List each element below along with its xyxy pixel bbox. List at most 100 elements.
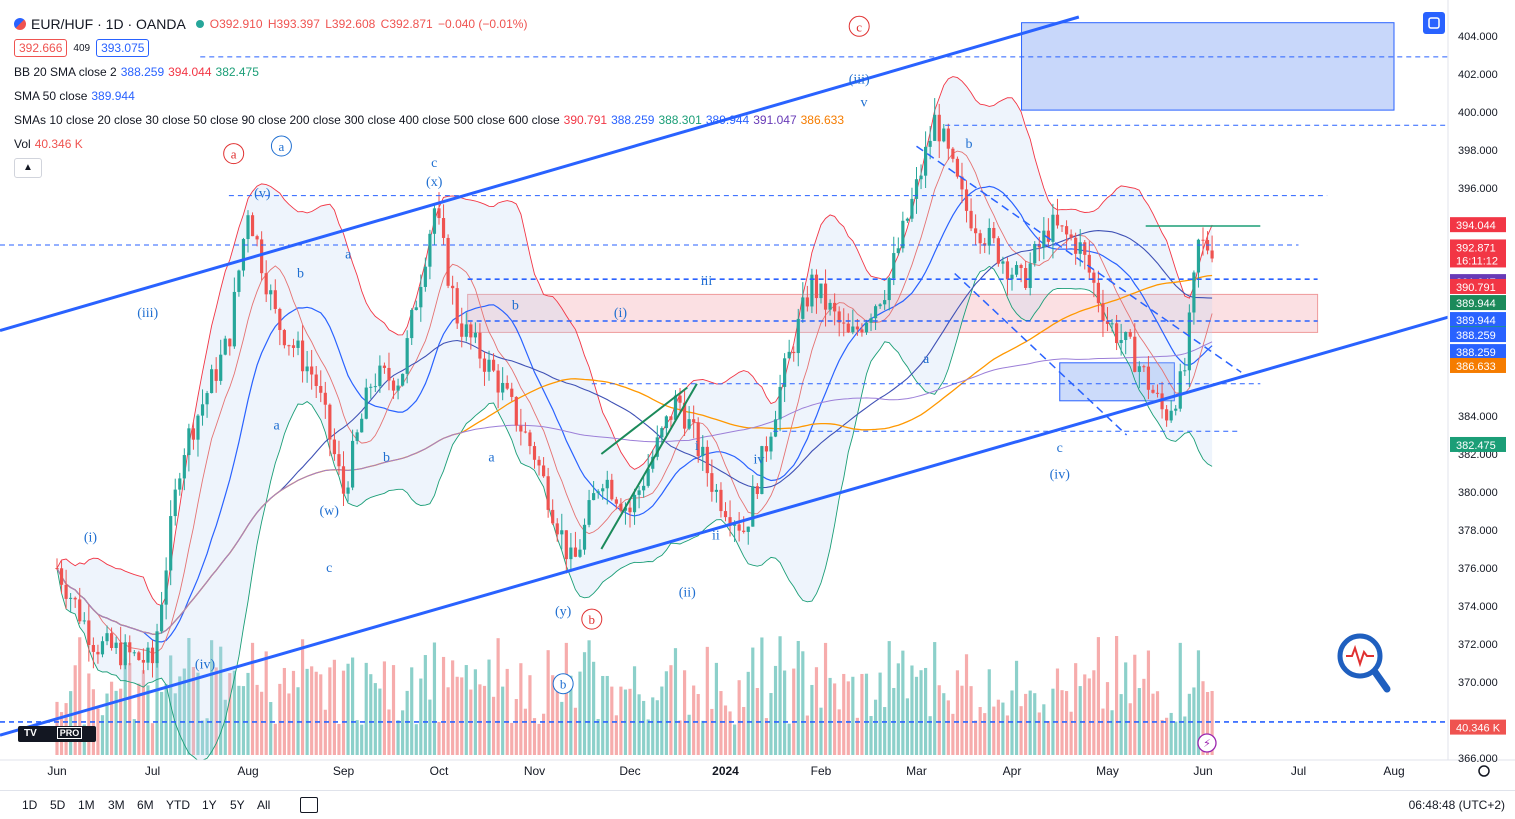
candle-body [910,198,914,219]
volume-bar [123,658,127,755]
volume-bar [510,722,514,755]
volume-bar [132,719,136,755]
sma50-label: SMA 50 close [14,89,88,103]
candle-body [924,146,928,176]
candle-body [1201,239,1205,241]
time-tick-7: 2024 [712,764,739,778]
sell-button[interactable]: 392.666 [14,39,68,57]
volume-bar [569,675,573,755]
candle-body [860,329,864,333]
range-5y-button[interactable]: 5Y [230,798,245,812]
range-6m-button[interactable]: 6M [137,798,154,812]
volume-bar [269,702,273,755]
candle-body [837,311,841,323]
volume-bar [482,685,487,755]
volume-bar [382,661,387,755]
volume-bar [814,667,819,755]
candle-body [1192,272,1196,313]
candle-body [214,369,218,381]
wave-label-3: (v) [254,187,271,202]
volume-bar [1019,706,1023,755]
range-ytd-button[interactable]: YTD [166,798,190,812]
range-1y-button[interactable]: 1Y [202,798,217,812]
price-tick-13: 366.000 [1458,753,1498,765]
candle-body [205,393,209,405]
gear-icon[interactable] [1478,765,1490,777]
sma50-legend[interactable]: SMA 50 close 389.944 [14,84,844,108]
calendar-icon[interactable] [300,797,318,813]
volume-bar [742,706,746,755]
volume-bar [1128,703,1132,755]
price-tick-8: 378.000 [1458,525,1498,537]
candle-body [987,227,991,246]
price-badge-3 [1450,278,1506,294]
price-tick-4: 396.000 [1458,183,1498,195]
circled-wave-text-2: c [856,19,862,34]
volume-bar [1101,708,1105,755]
candle-body [1105,321,1110,324]
wave-label-16: iii [701,274,713,289]
price-badge-text-11: 40.346 K [1456,723,1501,735]
drawing-toggle-button[interactable] [1423,12,1445,34]
candle-body [601,488,605,492]
volume-bar [260,691,264,755]
price-badge-4 [1450,295,1506,311]
range-1m-button[interactable]: 1M [78,798,95,812]
candle-body [964,189,969,211]
volume-bar [337,723,341,755]
candle-body [896,248,900,254]
volume-bar [601,675,605,755]
countdown-text: 16:11:12 [1456,255,1498,267]
candle-body [1146,366,1151,390]
wave-label-0: (i) [84,530,98,545]
smas-legend[interactable]: SMAs 10 close 20 close 30 close 50 close… [14,108,844,132]
time-axis[interactable]: Jun Jul Aug Sep Oct Nov Dec 2024 Feb Mar Apr May Jun… [47,764,1404,778]
candle-body [1064,226,1069,235]
candle-body [237,270,241,292]
range-3m-button[interactable]: 3M [108,798,125,812]
volume-bar [246,672,250,755]
candle-body [769,436,773,452]
smas-label: SMAs 10 close 20 close 30 close 50 close… [14,113,560,127]
candle-body [978,233,982,244]
chevron-up-icon[interactable]: ▲ [14,158,42,178]
price-axis[interactable]: 404.000 402.000 400.000 398.000 396.000 384.0… [1458,31,1498,765]
volume-bar [360,724,364,755]
volume-bar [1201,681,1205,755]
volume-bar [1046,721,1050,755]
plot-area[interactable]: (i)(iii)(iv)(v)abc(w)abc(x)ba(y)(i)iiiii… [0,15,1448,760]
volume-bar [78,637,82,755]
candle-body [814,274,819,299]
candle-body [569,547,573,560]
candle-body [1133,336,1137,372]
volume-legend[interactable]: Vol 40.346 K [14,132,844,156]
volume-bar [523,708,527,755]
wave-label-18: ii [712,529,720,544]
lightning-icon[interactable] [1197,733,1217,753]
buy-button[interactable]: 393.075 [96,39,150,57]
volume-bar [673,648,678,755]
clock[interactable]: 06:48:48 (UTC+2) [1408,798,1505,812]
volume-bar [751,647,755,755]
volume-bar [178,676,182,755]
bollinger-fill [57,76,1213,760]
bb-legend[interactable]: BB 20 SMA close 2 388.259 394.044 382.47… [14,60,844,84]
falling-wedge-upper [916,145,1242,373]
market-status-icon [195,20,204,28]
sma-value-4: 389.944 [705,113,750,127]
symbol-title[interactable]: EUR/HUF · 1D · OANDA [31,16,186,32]
price-badge-10 [1450,436,1506,452]
circled-wave-text-3: b [589,612,596,627]
candle-body [746,526,750,532]
range-5d-button[interactable]: 5D [50,798,66,812]
price-tick-2: 400.000 [1458,107,1498,119]
range-1d-button[interactable]: 1D [22,798,38,812]
candle-body [169,516,173,571]
volume-bar [978,707,982,755]
candle-body [705,446,709,474]
volume-bar [660,686,664,755]
volume-bar [823,642,828,755]
range-all-button[interactable]: All [257,798,271,812]
price-tick-12: 370.000 [1458,677,1498,689]
